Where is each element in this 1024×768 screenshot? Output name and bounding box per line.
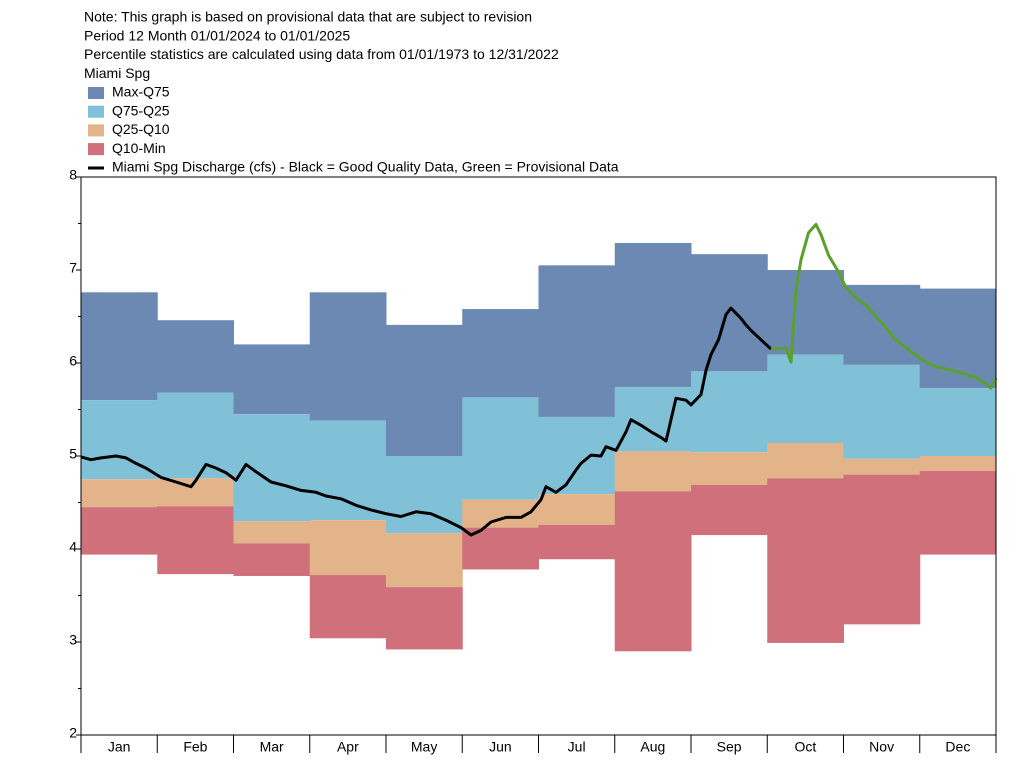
legend-label: Q25-Q10 xyxy=(112,121,170,137)
x-tick-label: Oct xyxy=(794,739,816,755)
band xyxy=(843,474,921,625)
band xyxy=(919,456,997,471)
band xyxy=(386,456,463,534)
band xyxy=(233,543,311,576)
note: Note: This graph is based on provisional… xyxy=(84,9,532,25)
band xyxy=(462,309,539,398)
legend-label: Q10-Min xyxy=(112,140,166,156)
x-tick-label: May xyxy=(411,739,437,755)
x-tick-label: Jul xyxy=(568,739,586,755)
legend-swatch xyxy=(88,105,104,118)
band xyxy=(81,479,158,508)
y-tick-label: 8 xyxy=(69,167,77,183)
band xyxy=(614,387,692,452)
band xyxy=(233,344,311,415)
band xyxy=(81,507,158,555)
note: Percentile statistics are calculated usi… xyxy=(84,46,559,62)
band xyxy=(767,270,844,355)
discharge-line xyxy=(770,222,998,390)
discharge-line xyxy=(80,306,773,537)
x-tick-label: Dec xyxy=(945,739,970,755)
y-tick-label: 3 xyxy=(69,632,77,648)
band xyxy=(538,265,616,417)
band xyxy=(767,442,844,479)
legend-swatch xyxy=(88,87,104,99)
band xyxy=(614,491,692,652)
legend-label: Miami Spg Discharge (cfs) - Black = Good… xyxy=(112,159,619,175)
band xyxy=(691,452,768,485)
band xyxy=(614,451,692,492)
y-tick-label: 7 xyxy=(69,260,77,276)
band xyxy=(81,292,158,401)
band xyxy=(462,397,539,500)
y-tick-label: 5 xyxy=(69,446,77,462)
legend-label: Max-Q75 xyxy=(112,84,170,100)
band xyxy=(919,388,997,456)
note: Period 12 Month 01/01/2024 to 01/01/2025 xyxy=(84,27,350,43)
band xyxy=(538,494,616,525)
band xyxy=(157,392,234,479)
band xyxy=(538,524,616,560)
legend-label: Q75-Q25 xyxy=(112,102,170,118)
x-tick-label: Mar xyxy=(260,739,284,755)
band xyxy=(309,420,387,521)
band xyxy=(309,575,387,639)
band xyxy=(843,458,921,475)
x-tick-label: Apr xyxy=(337,739,359,755)
band xyxy=(157,506,234,575)
x-tick-label: Aug xyxy=(640,739,665,755)
x-tick-label: Jun xyxy=(489,739,512,755)
y-tick-label: 6 xyxy=(69,353,77,369)
x-tick-label: Jan xyxy=(108,739,131,755)
band xyxy=(157,320,234,393)
band xyxy=(691,254,768,372)
band xyxy=(843,364,921,459)
band xyxy=(691,484,768,536)
y-tick-label: 4 xyxy=(69,539,77,555)
band xyxy=(233,521,311,544)
band xyxy=(919,470,997,555)
band xyxy=(538,416,616,495)
x-tick-label: Feb xyxy=(183,739,207,755)
band xyxy=(309,520,387,576)
band xyxy=(614,243,692,388)
band xyxy=(767,354,844,443)
band xyxy=(233,414,311,522)
x-tick-label: Sep xyxy=(717,739,742,755)
band xyxy=(386,587,463,650)
band xyxy=(767,478,844,643)
y-tick-label: 2 xyxy=(69,725,77,741)
legend-swatch xyxy=(88,143,104,156)
x-tick-label: Nov xyxy=(869,739,894,755)
band xyxy=(386,324,463,456)
band xyxy=(309,292,387,421)
band xyxy=(386,533,463,588)
legend-swatch xyxy=(88,124,104,137)
note: Miami Spg xyxy=(84,65,150,81)
